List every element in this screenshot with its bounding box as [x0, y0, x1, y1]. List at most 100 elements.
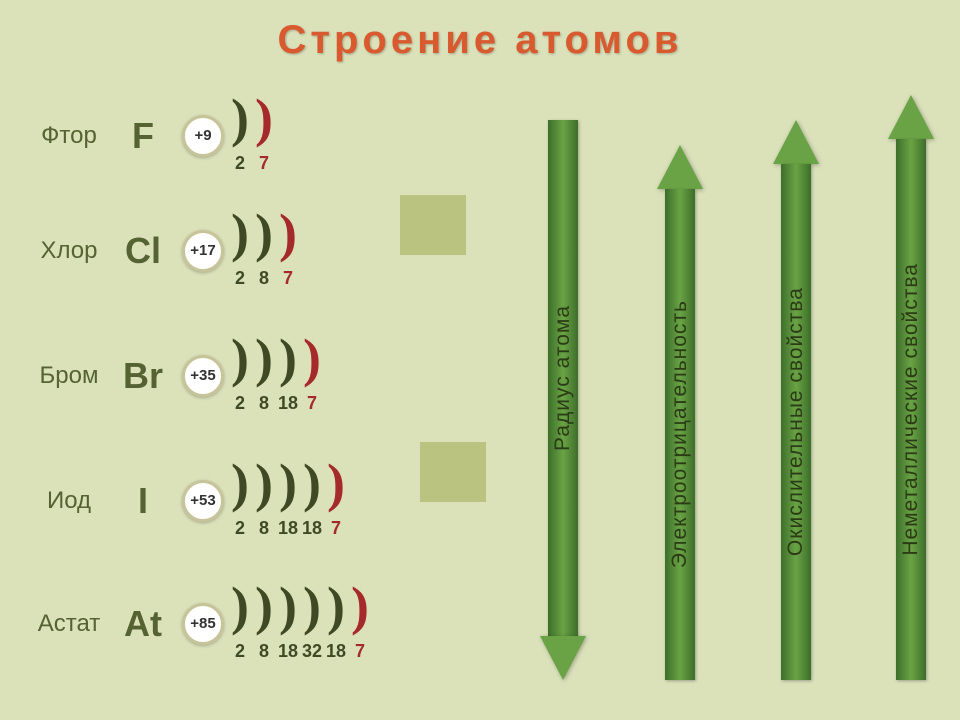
shell-count: 7: [259, 153, 269, 174]
shell: )7: [324, 463, 348, 539]
element-name: Фтор: [24, 122, 114, 150]
shell-count: 18: [302, 518, 322, 539]
shell-count: 2: [235, 518, 245, 539]
shell-paren: ): [231, 463, 249, 504]
shell-count: 2: [235, 153, 245, 174]
arrow-head-down-icon: [540, 636, 586, 680]
element-symbol: Cl: [114, 230, 172, 272]
shell-count: 2: [235, 641, 245, 662]
electron-shells: )2)8)18)32)18)7: [228, 586, 372, 662]
electron-shells: )2)7: [228, 98, 276, 174]
shell: )8: [252, 463, 276, 539]
trend-arrow: Радиус атома: [540, 120, 586, 680]
arrow-head-up-icon: [773, 120, 819, 164]
shell-count: 8: [259, 518, 269, 539]
shell-count: 7: [283, 268, 293, 289]
shell-count: 18: [278, 518, 298, 539]
element-row: БромBr+35)2)8)18)7: [24, 338, 324, 414]
element-name: Астат: [24, 610, 114, 638]
electron-shells: )2)8)7: [228, 213, 300, 289]
shell: )7: [276, 213, 300, 289]
page-title: Строение атомов: [0, 18, 960, 63]
element-row: ХлорCl+17)2)8)7: [24, 213, 300, 289]
element-name: Иод: [24, 487, 114, 515]
shell-paren: ): [255, 338, 273, 379]
shell: ) 18: [276, 463, 300, 539]
highlight-block: [420, 442, 486, 502]
shell-paren: ): [255, 98, 273, 139]
shell: )8: [252, 213, 276, 289]
nucleus-charge: +17: [182, 230, 224, 272]
shell: )2: [228, 98, 252, 174]
element-name: Хлор: [24, 237, 114, 265]
shell-paren: ): [303, 338, 321, 379]
shell: )7: [348, 586, 372, 662]
shell: )8: [252, 586, 276, 662]
shell: )2: [228, 586, 252, 662]
shell-paren: ): [327, 463, 345, 504]
shell-count: 18: [326, 641, 346, 662]
shell-count: 32: [302, 641, 322, 662]
shell: )7: [300, 338, 324, 414]
shell-paren: ): [231, 213, 249, 254]
shell-paren: ): [327, 586, 345, 627]
shell-paren: ): [279, 463, 297, 504]
element-symbol: F: [114, 115, 172, 157]
shell-count: 18: [278, 393, 298, 414]
shell-paren: ): [279, 213, 297, 254]
shell: ) 18: [276, 586, 300, 662]
shell-count: 8: [259, 268, 269, 289]
element-symbol: I: [114, 480, 172, 522]
shell: ) 18: [300, 463, 324, 539]
shell-paren: ): [255, 586, 273, 627]
shell-count: 7: [307, 393, 317, 414]
shell: )2: [228, 213, 252, 289]
element-row: ФторF+9)2)7: [24, 98, 276, 174]
arrow-head-up-icon: [657, 145, 703, 189]
element-row: ИодI+53)2)8)18)18)7: [24, 463, 348, 539]
shell-paren: ): [279, 586, 297, 627]
arrow-label: Радиус атома: [551, 305, 575, 451]
highlight-block: [400, 195, 466, 255]
arrow-label: Электроотрицательность: [668, 300, 692, 568]
nucleus-charge: +53: [182, 480, 224, 522]
nucleus-charge: +9: [182, 115, 224, 157]
shell: ) 18: [324, 586, 348, 662]
trend-arrow: Неметаллические свойства: [888, 95, 934, 680]
shell-paren: ): [303, 463, 321, 504]
shell-count: 2: [235, 268, 245, 289]
shell-count: 8: [259, 393, 269, 414]
shell-count: 2: [235, 393, 245, 414]
shell: ) 32: [300, 586, 324, 662]
element-row: АстатAt+85)2)8)18)32)18)7: [24, 586, 372, 662]
electron-shells: )2)8)18)18)7: [228, 463, 348, 539]
nucleus-charge: +35: [182, 355, 224, 397]
shell-paren: ): [255, 213, 273, 254]
nucleus-charge: +85: [182, 603, 224, 645]
shell-count: 18: [278, 641, 298, 662]
arrow-label: Окислительные свойства: [784, 287, 808, 556]
shell-paren: ): [351, 586, 369, 627]
element-symbol: At: [114, 603, 172, 645]
shell: )8: [252, 338, 276, 414]
shell: )2: [228, 463, 252, 539]
arrow-head-up-icon: [888, 95, 934, 139]
shell-count: 7: [331, 518, 341, 539]
shell-paren: ): [231, 98, 249, 139]
shell-paren: ): [231, 338, 249, 379]
trend-arrow: Окислительные свойства: [773, 120, 819, 680]
shell: ) 18: [276, 338, 300, 414]
shell-count: 7: [355, 641, 365, 662]
shell-paren: ): [255, 463, 273, 504]
shell-count: 8: [259, 641, 269, 662]
shell-paren: ): [231, 586, 249, 627]
element-name: Бром: [24, 362, 114, 390]
shell: )7: [252, 98, 276, 174]
electron-shells: )2)8)18)7: [228, 338, 324, 414]
element-symbol: Br: [114, 355, 172, 397]
shell-paren: ): [303, 586, 321, 627]
trend-arrow: Электроотрицательность: [657, 145, 703, 680]
arrow-label: Неметаллические свойства: [899, 263, 923, 556]
shell-paren: ): [279, 338, 297, 379]
shell: )2: [228, 338, 252, 414]
